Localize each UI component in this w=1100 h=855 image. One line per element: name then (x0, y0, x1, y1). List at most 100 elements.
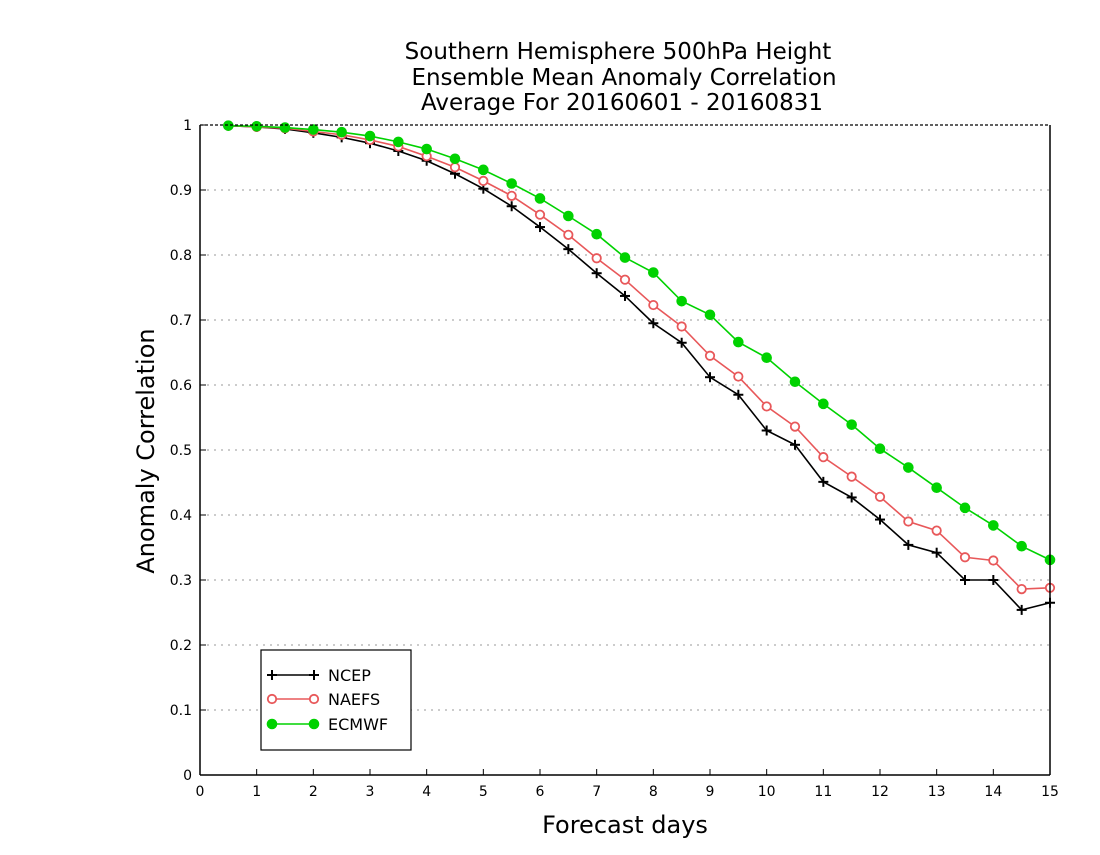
chart-title-line-1: Southern Hemisphere 500hPa Height (405, 39, 832, 65)
legend-label-naefs: NAEFS (328, 690, 380, 709)
chart-title-line-2: Ensemble Mean Anomaly Correlation (411, 65, 836, 91)
y-gridlines (200, 189, 1050, 711)
series-ncep-point (818, 476, 829, 487)
series-ncep-point (733, 389, 744, 400)
x-tick-label: 11 (814, 784, 832, 800)
series-naefs-point (478, 175, 489, 186)
series-ecmwf (223, 120, 1056, 566)
series-naefs (223, 120, 1056, 595)
series-ncep-point (931, 547, 942, 558)
x-tick-label: 4 (422, 784, 431, 800)
series-line-naefs (228, 124, 1051, 590)
data-series (223, 120, 1056, 615)
series-naefs-point (591, 253, 602, 264)
series-ecmwf-point (506, 178, 517, 189)
series-ecmwf-point (903, 462, 914, 473)
series-naefs-point (903, 516, 914, 527)
series-ecmwf-point (931, 482, 942, 494)
series-naefs-point (818, 452, 829, 463)
legend-item-ecmwf: ECMWF (266, 715, 388, 734)
legend-label-ncep: NCEP (328, 666, 371, 685)
legend-ecmwf-point (308, 718, 320, 730)
x-axis-title: Forecast days (542, 811, 708, 839)
series-ncep-point (960, 575, 970, 585)
x-tick-label: 2 (309, 784, 318, 800)
series-line-ncep (228, 124, 1051, 611)
x-tick-label: 1 (252, 784, 261, 800)
series-ncep-point (875, 514, 885, 525)
series-ecmwf-point (676, 295, 687, 307)
series-ncep-point (1016, 604, 1027, 615)
x-tick-label: 0 (196, 784, 205, 800)
series-naefs-point (506, 190, 517, 201)
series-naefs-point (619, 274, 631, 285)
y-tick-label: 0.6 (170, 378, 192, 394)
series-naefs-point (846, 471, 857, 482)
series-ncep-point (620, 290, 630, 301)
series-naefs-point (874, 491, 886, 502)
series-ncep-point (591, 268, 602, 279)
y-tick-label: 0.2 (170, 638, 192, 654)
series-naefs-point (988, 555, 999, 566)
series-ecmwf-point (648, 267, 659, 278)
x-tick-label: 14 (984, 784, 1002, 800)
legend-naefs-point (308, 693, 320, 705)
x-tick-label: 10 (758, 784, 776, 800)
x-tick-label: 7 (592, 784, 601, 800)
y-tick-label: 0.3 (170, 573, 192, 589)
chart-title-line-3: Average For 20160601 - 20160831 (421, 90, 823, 116)
x-tick-label: 3 (366, 784, 375, 800)
series-ecmwf-point (789, 376, 801, 388)
series-ecmwf-point (563, 210, 574, 222)
y-tick-label: 0.7 (170, 313, 192, 329)
series-ecmwf-point (818, 398, 829, 410)
legend-box (260, 649, 412, 751)
series-naefs-point (676, 321, 687, 332)
series-naefs-point (648, 299, 659, 311)
series-ecmwf-point (449, 153, 461, 165)
series-ncep-point (846, 492, 857, 503)
y-tick-label: 0 (183, 768, 192, 784)
series-ecmwf-point (534, 193, 546, 204)
legend-item-naefs: NAEFS (266, 690, 380, 709)
series-ecmwf-point (1016, 540, 1027, 552)
legend-label-ecmwf: ECMWF (328, 715, 388, 734)
series-naefs-point (534, 209, 546, 220)
series-ecmwf-point (308, 124, 319, 135)
series-ncep-point (790, 439, 800, 450)
series-ecmwf-point (874, 443, 886, 455)
series-naefs-point (931, 525, 942, 536)
x-tick-label: 13 (928, 784, 946, 800)
series-ncep-point (535, 222, 545, 233)
series-naefs-point (563, 229, 574, 240)
series-naefs-point (761, 401, 772, 412)
series-ecmwf-point (619, 252, 631, 263)
legend-ecmwf-point (266, 718, 278, 730)
series-ecmwf-point (421, 143, 432, 155)
series-ncep-point (676, 337, 687, 348)
y-tick-label: 0.4 (170, 508, 192, 524)
series-ncep-point (705, 372, 715, 383)
series-ecmwf-point (591, 228, 602, 240)
series-ecmwf-point (988, 520, 999, 531)
series-naefs-point (704, 350, 716, 361)
series-naefs-point (959, 552, 971, 563)
chart-title: Southern Hemisphere 500hPa Height Ensemb… (405, 39, 837, 116)
series-ncep-point (563, 244, 574, 255)
series-ecmwf-point (223, 120, 234, 131)
series-ecmwf-point (251, 121, 262, 132)
y-tick-label: 1 (183, 118, 192, 134)
series-ecmwf-point (733, 336, 744, 348)
x-tick-label: 9 (706, 784, 715, 800)
legend-ncep-point (309, 670, 319, 680)
x-tick-label: 5 (479, 784, 488, 800)
series-ncep-point (988, 575, 999, 585)
y-axis-title: Anomaly Correlation (132, 328, 160, 573)
y-tick-label: 0.1 (170, 703, 192, 719)
series-ncep (223, 120, 1055, 615)
series-ecmwf-point (704, 309, 716, 321)
series-ecmwf-point (478, 164, 489, 176)
series-line-ecmwf (228, 124, 1051, 561)
